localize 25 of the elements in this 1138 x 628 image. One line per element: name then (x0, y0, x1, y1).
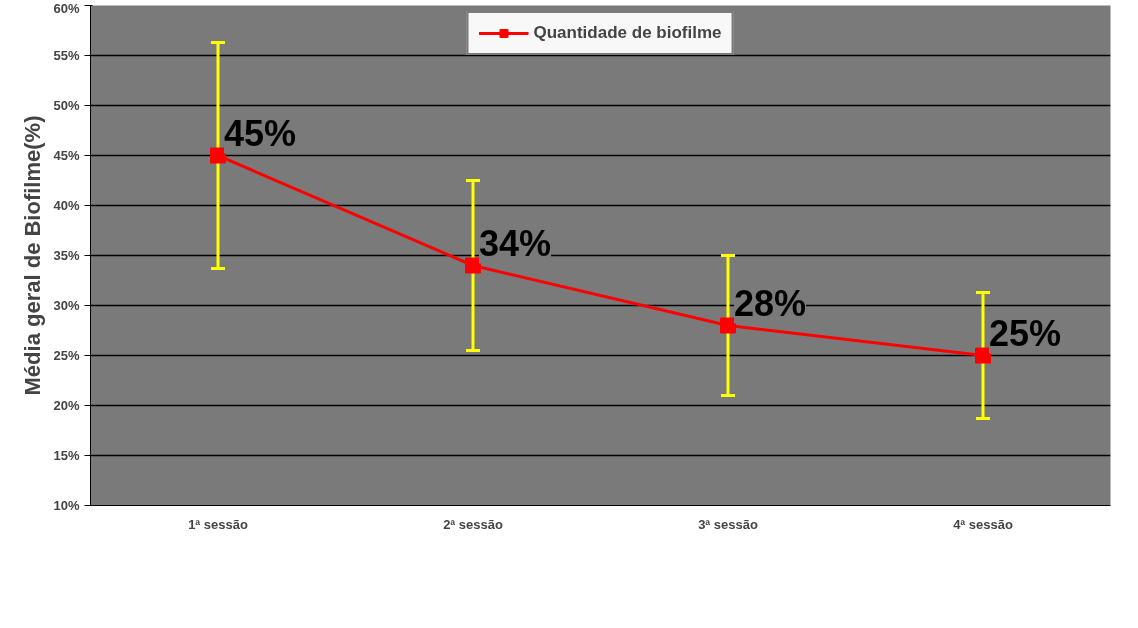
y-axis-title: Média geral de Biofilme(%) (20, 115, 46, 396)
y-tick-label: 40% (53, 198, 80, 213)
y-tick-label: 45% (53, 148, 80, 163)
y-tick-label: 10% (53, 498, 80, 513)
point (975, 347, 991, 364)
data-label: 34% (479, 222, 552, 264)
y-tick-label: 25% (53, 348, 80, 363)
data-label: 45% (224, 112, 297, 154)
point (210, 147, 226, 164)
y-tick-label: 55% (53, 48, 80, 63)
legend-label: Quantidade de biofilme (533, 23, 722, 43)
y-tick-label: 60% (53, 0, 80, 16)
y-tick-label: 30% (53, 298, 80, 313)
y-tick-label: 50% (53, 98, 80, 113)
data-label: 25% (989, 312, 1062, 354)
y-tick-label: 15% (53, 448, 80, 463)
point (720, 317, 736, 334)
x-tick-label: 2ª sessão (443, 516, 503, 532)
point (465, 257, 481, 274)
x-tick-label: 4ª sessão (953, 516, 1013, 532)
data-label: 28% (734, 282, 807, 324)
y-tick-label: 20% (53, 398, 80, 413)
y-tick-label: 35% (53, 248, 80, 263)
x-tick-label: 3ª sessão (698, 516, 758, 532)
x-tick-label: 1ª sessão (188, 516, 248, 532)
